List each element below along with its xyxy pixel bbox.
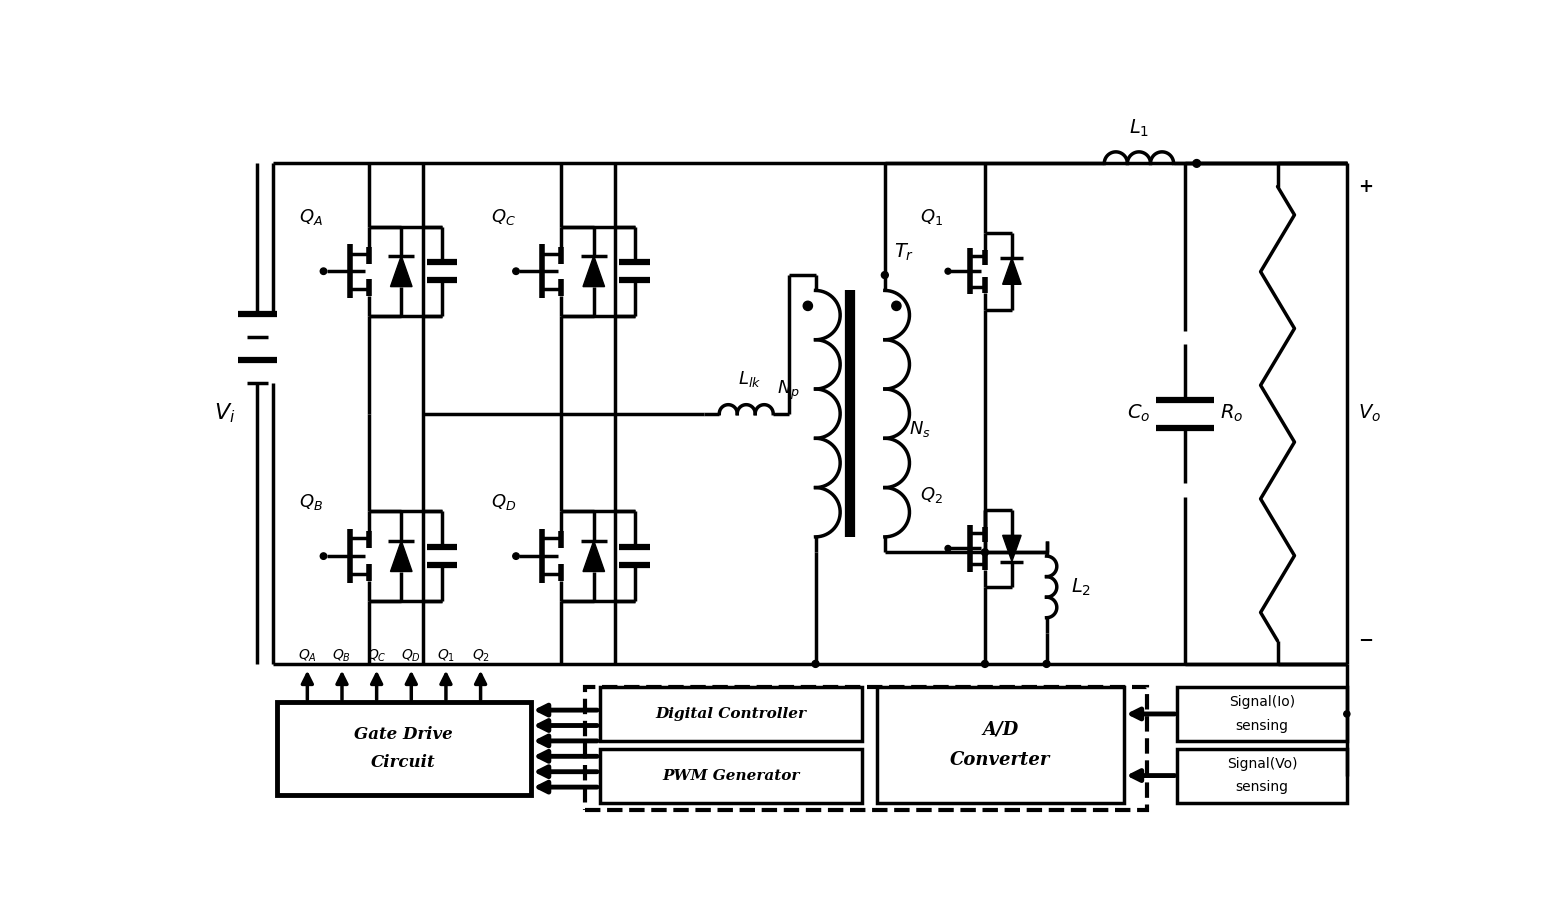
Text: $Q_D$: $Q_D$ bbox=[491, 493, 516, 512]
Text: Signal(Io): Signal(Io) bbox=[1229, 696, 1296, 709]
Text: $Q_B$: $Q_B$ bbox=[299, 493, 324, 512]
Text: $Q_2$: $Q_2$ bbox=[920, 484, 942, 505]
Text: $L_2$: $L_2$ bbox=[1070, 576, 1091, 597]
Circle shape bbox=[981, 661, 989, 667]
Text: $Q_1$: $Q_1$ bbox=[437, 648, 455, 664]
Polygon shape bbox=[391, 255, 412, 287]
Bar bbox=[277, 702, 531, 795]
Text: sensing: sensing bbox=[1236, 719, 1288, 732]
Text: $L_{lk}$: $L_{lk}$ bbox=[739, 369, 762, 389]
Polygon shape bbox=[584, 540, 604, 572]
Bar bbox=[876, 687, 1124, 802]
Circle shape bbox=[321, 553, 327, 560]
Circle shape bbox=[513, 553, 520, 560]
Bar bbox=[599, 749, 862, 802]
Circle shape bbox=[1042, 661, 1050, 667]
Polygon shape bbox=[584, 255, 604, 287]
Text: Digital Controller: Digital Controller bbox=[656, 707, 806, 721]
Circle shape bbox=[945, 268, 952, 274]
Text: $Q_C$: $Q_C$ bbox=[366, 648, 387, 664]
Text: $Q_A$: $Q_A$ bbox=[297, 648, 316, 664]
Text: $T_r$: $T_r$ bbox=[894, 242, 914, 263]
Circle shape bbox=[1193, 160, 1200, 167]
Circle shape bbox=[513, 268, 520, 275]
Bar bbox=[585, 687, 1147, 811]
Text: Gate Drive: Gate Drive bbox=[354, 726, 452, 743]
Text: Circuit: Circuit bbox=[371, 754, 437, 771]
Text: $Q_A$: $Q_A$ bbox=[299, 208, 322, 227]
Text: $Q_C$: $Q_C$ bbox=[491, 208, 516, 227]
Polygon shape bbox=[391, 540, 412, 572]
Text: A/D: A/D bbox=[983, 720, 1019, 738]
Text: $R_o$: $R_o$ bbox=[1219, 403, 1243, 425]
Circle shape bbox=[803, 301, 812, 311]
Circle shape bbox=[981, 549, 989, 556]
Text: $V_o$: $V_o$ bbox=[1358, 403, 1382, 425]
Circle shape bbox=[1344, 711, 1351, 717]
Text: $Q_1$: $Q_1$ bbox=[920, 208, 942, 227]
Circle shape bbox=[321, 268, 327, 275]
Circle shape bbox=[812, 661, 818, 667]
Bar bbox=[599, 687, 862, 741]
Text: +: + bbox=[1358, 177, 1374, 196]
Bar bbox=[1177, 687, 1347, 741]
Polygon shape bbox=[1003, 258, 1020, 284]
Circle shape bbox=[945, 546, 952, 551]
Text: −: − bbox=[1358, 631, 1374, 650]
Circle shape bbox=[881, 272, 889, 278]
Text: $V_i$: $V_i$ bbox=[214, 402, 236, 425]
Text: $Q_B$: $Q_B$ bbox=[332, 648, 352, 664]
Text: sensing: sensing bbox=[1236, 780, 1288, 794]
Bar bbox=[1177, 749, 1347, 802]
Text: Signal(Vo): Signal(Vo) bbox=[1227, 757, 1297, 771]
Text: $N_s$: $N_s$ bbox=[909, 419, 930, 439]
Text: $Q_2$: $Q_2$ bbox=[471, 648, 490, 664]
Polygon shape bbox=[1003, 536, 1020, 562]
Text: PWM Generator: PWM Generator bbox=[662, 768, 800, 783]
Text: Converter: Converter bbox=[950, 751, 1050, 769]
Text: $N_p$: $N_p$ bbox=[778, 379, 800, 403]
Text: $L_1$: $L_1$ bbox=[1128, 119, 1149, 140]
Circle shape bbox=[892, 301, 901, 311]
Text: $C_o$: $C_o$ bbox=[1127, 403, 1150, 425]
Text: $Q_D$: $Q_D$ bbox=[401, 648, 421, 664]
